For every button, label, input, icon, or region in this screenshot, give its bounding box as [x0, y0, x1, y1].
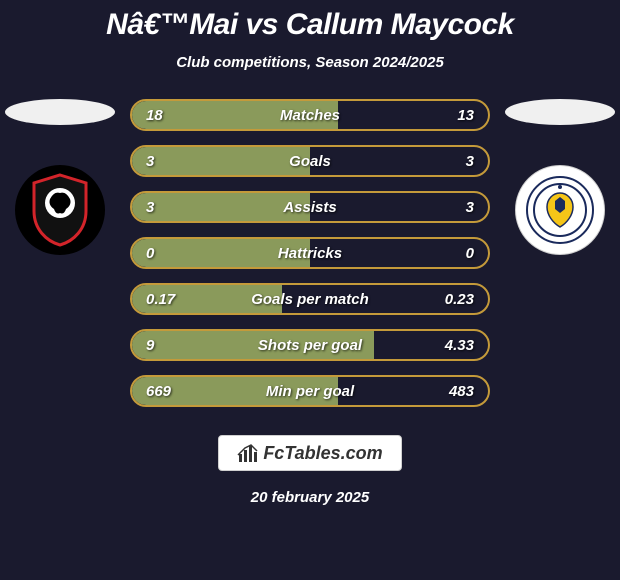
subtitle: Club competitions, Season 2024/2025 [176, 54, 444, 71]
stats-list: 18 Matches 13 3 Goals 3 3 Assists 3 0 Hattricks 0 0.… [120, 99, 500, 407]
left-player-col [0, 99, 120, 255]
stat-right-value: 4.33 [445, 337, 474, 354]
stat-left-value: 18 [146, 107, 163, 124]
stat-row: 3 Assists 3 [130, 191, 490, 223]
left-flag-placeholder [5, 99, 115, 125]
stat-label: Hattricks [278, 245, 342, 262]
stat-left-value: 669 [146, 383, 171, 400]
date-label: 20 february 2025 [251, 489, 369, 506]
stat-right-value: 0 [466, 245, 474, 262]
stat-left-value: 9 [146, 337, 154, 354]
stat-right-value: 13 [457, 107, 474, 124]
right-player-col [500, 99, 620, 255]
stat-right-value: 3 [466, 199, 474, 216]
stat-label: Goals per match [251, 291, 369, 308]
stat-left-value: 0 [146, 245, 154, 262]
stat-row: 0.17 Goals per match 0.23 [130, 283, 490, 315]
stat-right-value: 0.23 [445, 291, 474, 308]
stat-fill-bar [132, 147, 310, 175]
stat-row: 9 Shots per goal 4.33 [130, 329, 490, 361]
stat-row: 669 Min per goal 483 [130, 375, 490, 407]
stat-label: Min per goal [266, 383, 354, 400]
bar-chart-icon [237, 442, 259, 464]
stat-left-value: 0.17 [146, 291, 175, 308]
stat-right-value: 3 [466, 153, 474, 170]
page-title: Nâ€™Mai vs Callum Maycock [106, 8, 514, 42]
stat-label: Shots per goal [258, 337, 362, 354]
stat-label: Goals [289, 153, 331, 170]
stat-row: 3 Goals 3 [130, 145, 490, 177]
brand-badge[interactable]: FcTables.com [218, 435, 401, 471]
stat-row: 18 Matches 13 [130, 99, 490, 131]
stat-left-value: 3 [146, 153, 154, 170]
stat-label: Matches [280, 107, 340, 124]
right-flag-placeholder [505, 99, 615, 125]
comparison-panel: 18 Matches 13 3 Goals 3 3 Assists 3 0 Hattricks 0 0.… [0, 99, 620, 407]
right-club-badge [515, 165, 605, 255]
left-club-badge [15, 165, 105, 255]
stat-row: 0 Hattricks 0 [130, 237, 490, 269]
shield-lion-icon [28, 173, 92, 247]
stat-label: Assists [283, 199, 336, 216]
brand-label: FcTables.com [263, 443, 382, 464]
stat-left-value: 3 [146, 199, 154, 216]
circle-crest-icon [525, 175, 595, 245]
stat-right-value: 483 [449, 383, 474, 400]
